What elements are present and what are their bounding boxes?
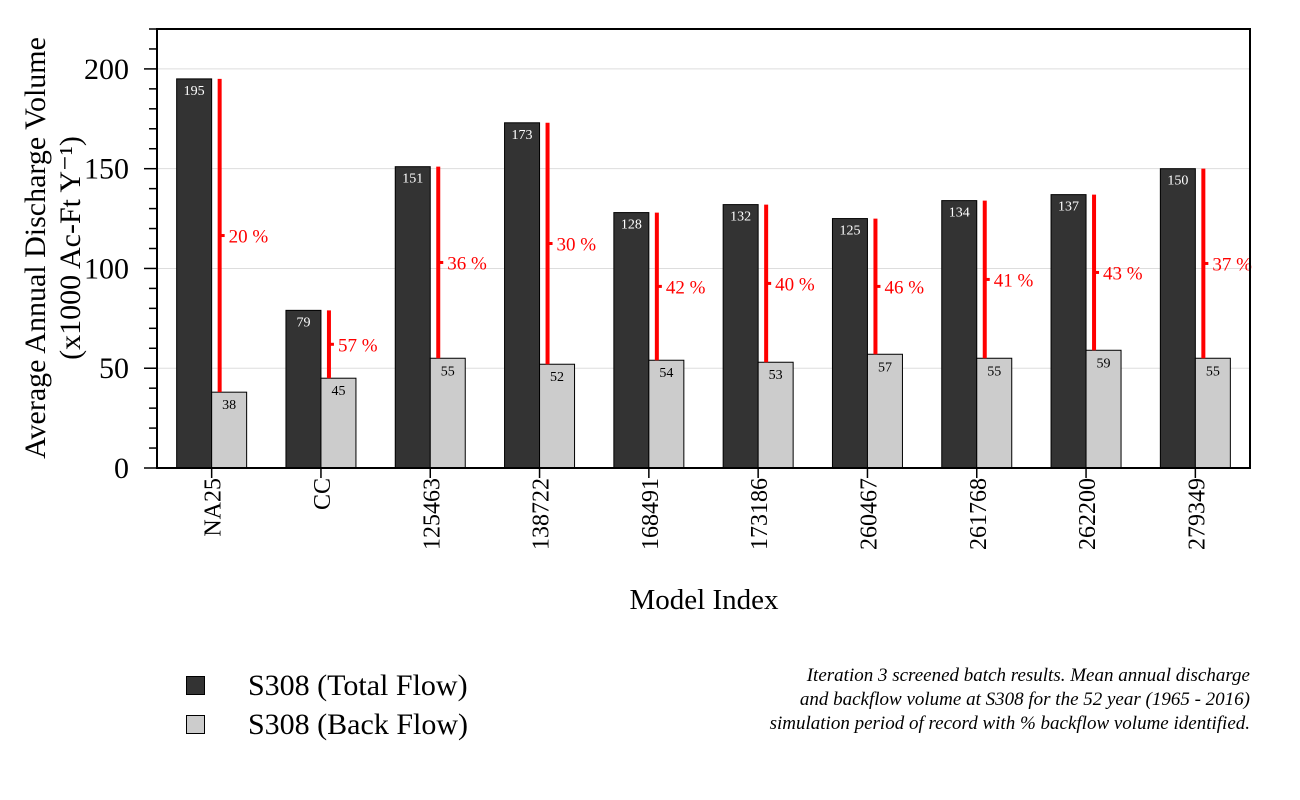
x-tick-label: 279349 bbox=[1184, 478, 1210, 550]
bar-total-flow bbox=[831, 218, 868, 469]
y-tick-label: 100 bbox=[84, 252, 129, 285]
x-tick-label: 262200 bbox=[1075, 478, 1101, 550]
data-label-total-flow: 128 bbox=[621, 218, 642, 233]
percent-label: 57 % bbox=[338, 335, 378, 356]
data-label-total-flow: 134 bbox=[949, 206, 970, 221]
bar-back-flow bbox=[866, 353, 903, 469]
x-tick-label: NA25 bbox=[201, 478, 227, 537]
note-line-2: and backflow volume at S308 for the 52 y… bbox=[799, 689, 1250, 710]
bar-back-flow bbox=[1085, 349, 1122, 469]
data-label-back-flow: 55 bbox=[987, 364, 1001, 379]
y-tick-label: 50 bbox=[99, 352, 129, 385]
data-label-back-flow: 53 bbox=[769, 368, 783, 383]
data-label-back-flow: 55 bbox=[441, 364, 455, 379]
data-label-back-flow: 57 bbox=[878, 360, 892, 375]
bar-total-flow bbox=[613, 212, 650, 469]
bar-back-flow bbox=[976, 357, 1013, 469]
data-label-total-flow: 79 bbox=[296, 315, 310, 330]
x-tick-label: 260467 bbox=[856, 478, 882, 550]
legend-swatch-total-flow bbox=[186, 676, 205, 695]
data-label-total-flow: 195 bbox=[184, 84, 205, 99]
percent-label: 37 % bbox=[1212, 254, 1252, 275]
data-label-total-flow: 150 bbox=[1167, 174, 1188, 189]
legend-item-total-flow: S308 (Total Flow) bbox=[186, 666, 468, 705]
x-tick-label: 261768 bbox=[966, 478, 992, 550]
data-label-back-flow: 52 bbox=[550, 370, 564, 385]
y-axis-title-line-2: (x1000 Ac-Ft Y⁻¹) bbox=[54, 136, 87, 360]
y-tick-label: 200 bbox=[84, 53, 129, 86]
bar-back-flow bbox=[320, 377, 357, 469]
legend-label-total-flow: S308 (Total Flow) bbox=[248, 668, 468, 702]
legend-label-back-flow: S308 (Back Flow) bbox=[248, 707, 468, 741]
y-tick-label: 150 bbox=[84, 153, 129, 186]
x-tick-label: 125463 bbox=[419, 478, 445, 550]
percent-label: 40 % bbox=[775, 274, 815, 295]
x-tick-label: CC bbox=[310, 478, 336, 510]
percent-label: 20 % bbox=[229, 227, 269, 248]
x-axis-title: Model Index bbox=[630, 584, 779, 616]
bar-total-flow bbox=[941, 200, 978, 469]
bar-total-flow bbox=[1159, 168, 1196, 469]
bar-back-flow bbox=[539, 363, 576, 469]
y-axis-title-line-1: Average Annual Discharge Volume bbox=[19, 37, 52, 459]
data-label-back-flow: 38 bbox=[222, 398, 236, 413]
bar-back-flow bbox=[1194, 357, 1231, 469]
data-label-back-flow: 45 bbox=[331, 384, 345, 399]
x-tick-label: 168491 bbox=[638, 478, 664, 550]
data-label-total-flow: 132 bbox=[730, 210, 751, 225]
note-line-3: simulation period of record with % backf… bbox=[769, 713, 1250, 734]
bar-back-flow bbox=[648, 359, 685, 469]
bar-total-flow bbox=[1050, 194, 1087, 469]
bar-total-flow bbox=[722, 204, 759, 469]
legend-swatch-back-flow bbox=[186, 715, 205, 734]
bar-total-flow bbox=[504, 122, 541, 469]
data-label-back-flow: 55 bbox=[1206, 364, 1220, 379]
data-label-back-flow: 54 bbox=[659, 366, 673, 381]
percent-label: 36 % bbox=[447, 253, 487, 274]
percent-label: 43 % bbox=[1103, 263, 1143, 284]
bar-total-flow bbox=[176, 78, 213, 469]
data-label-total-flow: 125 bbox=[839, 224, 860, 239]
x-tick-label: 173186 bbox=[747, 478, 773, 550]
percent-label: 30 % bbox=[557, 235, 597, 256]
bar-back-flow bbox=[429, 357, 466, 469]
legend-item-back-flow: S308 (Back Flow) bbox=[186, 705, 468, 744]
data-label-back-flow: 59 bbox=[1097, 356, 1111, 371]
data-label-total-flow: 151 bbox=[402, 172, 423, 187]
percent-label: 42 % bbox=[666, 277, 706, 298]
bar-total-flow bbox=[394, 166, 431, 469]
percent-label: 46 % bbox=[884, 277, 924, 298]
note-line-1: Iteration 3 screened batch results. Mean… bbox=[806, 665, 1250, 686]
data-label-total-flow: 173 bbox=[512, 128, 533, 143]
legend: S308 (Total Flow) S308 (Back Flow) bbox=[186, 666, 468, 744]
bar-back-flow bbox=[757, 361, 794, 469]
y-tick-label: 0 bbox=[114, 452, 129, 485]
bar-total-flow bbox=[285, 309, 322, 469]
data-label-total-flow: 137 bbox=[1058, 200, 1079, 215]
x-tick-label: 138722 bbox=[529, 478, 555, 550]
percent-label: 41 % bbox=[994, 270, 1034, 291]
figure-note: Iteration 3 screened batch results. Mean… bbox=[650, 664, 1250, 736]
